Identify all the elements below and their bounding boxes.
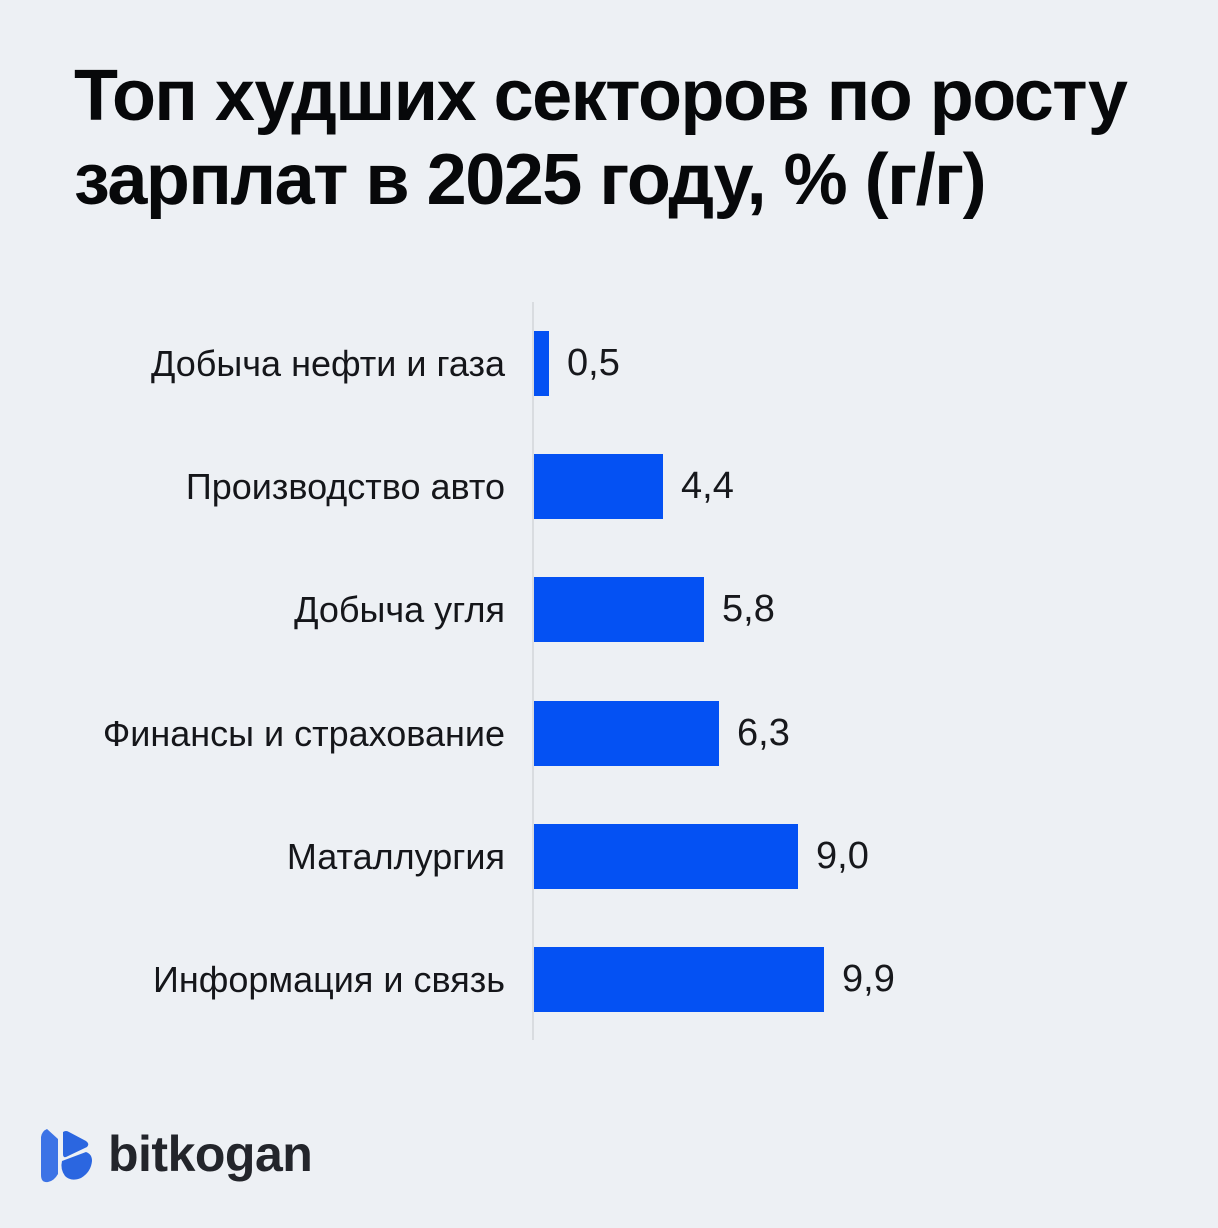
category-label: Добыча нефти и газа xyxy=(150,342,505,384)
category-label: Информация и связь xyxy=(152,958,505,1000)
bitkogan-logo-text: bitkogan xyxy=(108,1126,313,1182)
bitkogan-logo: bitkogan xyxy=(38,1124,313,1188)
value-label: 6,3 xyxy=(737,712,790,754)
chart-row: Добыча угля 5,8 xyxy=(0,577,1218,642)
bar xyxy=(534,331,549,396)
chart-row: Информация и связь 9,9 xyxy=(0,947,1218,1012)
chart-title: Топ худших секторов по росту зарплат в 2… xyxy=(74,54,1128,222)
bar xyxy=(534,577,704,642)
category-label: Маталлургия xyxy=(286,835,505,877)
chart-row: Маталлургия 9,0 xyxy=(0,824,1218,889)
category-label: Добыча угля xyxy=(294,588,505,630)
bar xyxy=(534,454,663,519)
chart-row: Производство авто 4,4 xyxy=(0,454,1218,519)
bar xyxy=(534,824,798,889)
chart-title-line2: зарплат в 2025 году, % (г/г) xyxy=(74,140,987,220)
value-label: 5,8 xyxy=(722,588,775,630)
bar xyxy=(534,947,824,1012)
bitkogan-logo-icon xyxy=(41,1129,92,1183)
value-label: 4,4 xyxy=(681,465,734,507)
category-label: Финансы и страхование xyxy=(102,712,505,754)
chart-row: Финансы и страхование 6,3 xyxy=(0,701,1218,766)
value-label: 0,5 xyxy=(567,342,620,384)
chart-row: Добыча нефти и газа 0,5 xyxy=(0,331,1218,396)
category-label: Производство авто xyxy=(185,465,505,507)
value-label: 9,9 xyxy=(842,958,895,1000)
chart-title-line1: Топ худших секторов по росту xyxy=(74,56,1128,136)
y-axis-line xyxy=(532,302,534,1040)
bar xyxy=(534,701,719,766)
value-label: 9,0 xyxy=(816,835,869,877)
